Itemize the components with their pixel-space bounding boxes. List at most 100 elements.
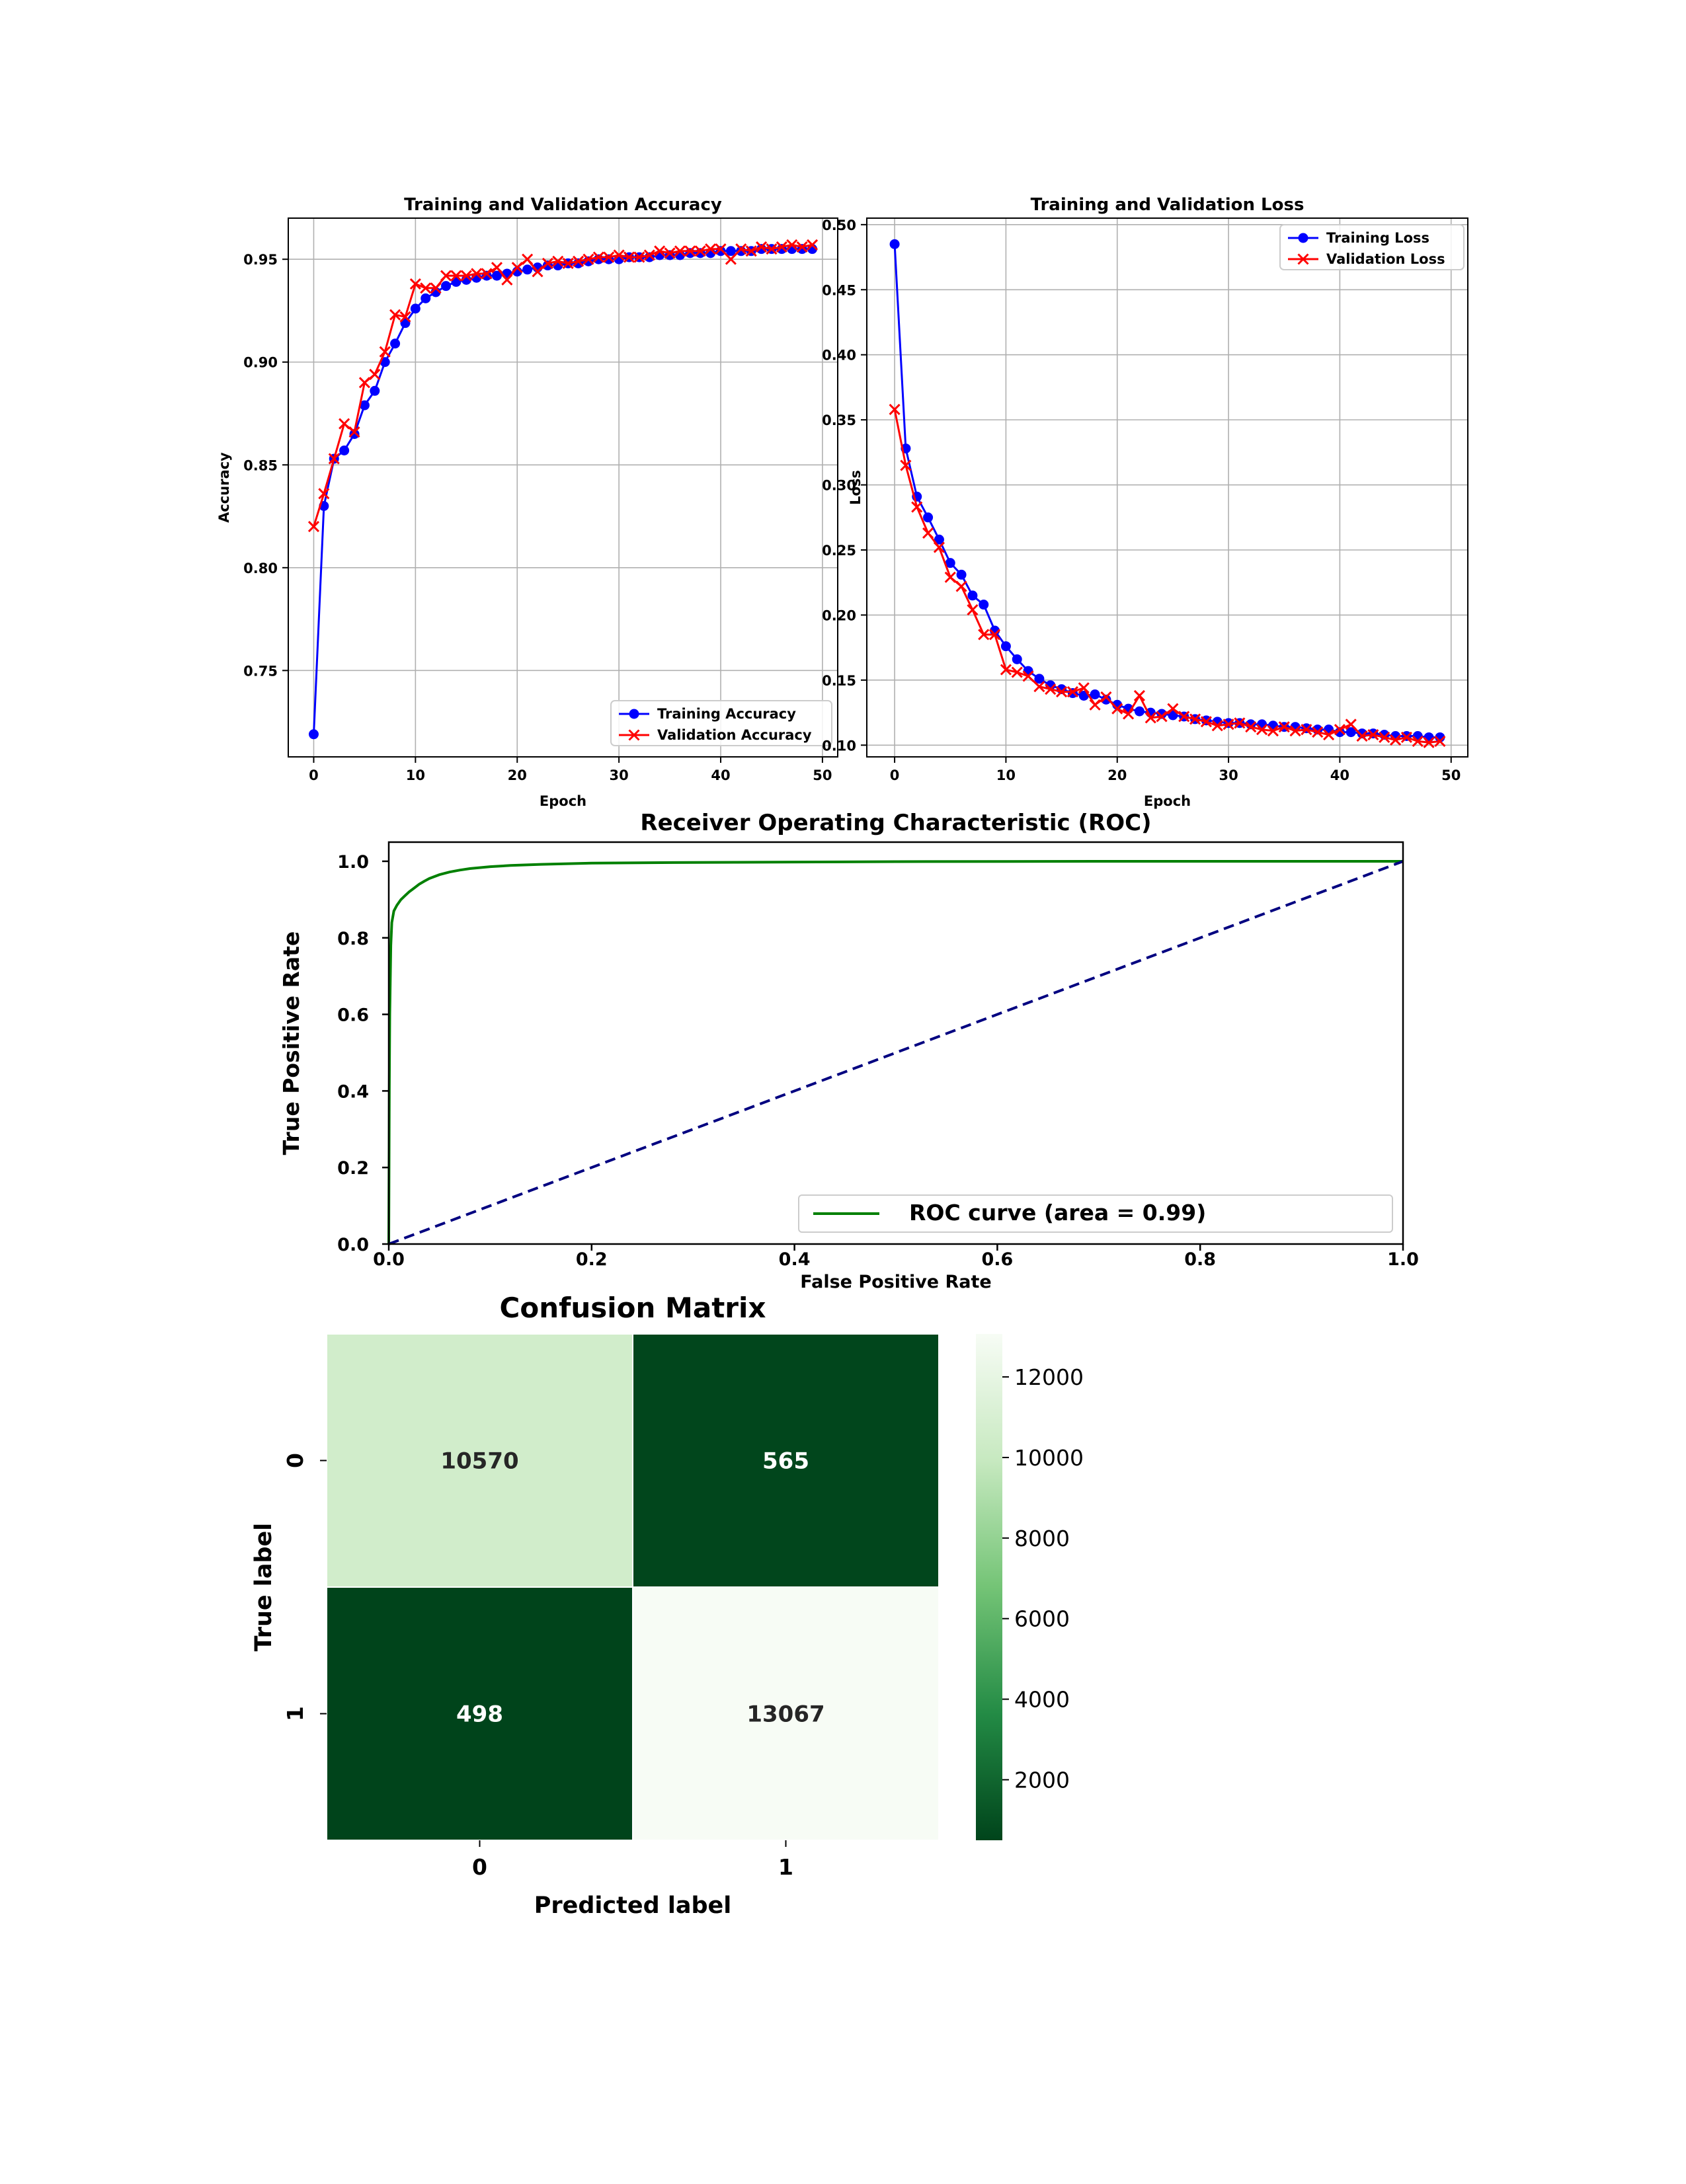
data-point <box>420 282 432 294</box>
data-point <box>654 245 666 257</box>
data-point <box>318 488 330 500</box>
data-point <box>1000 664 1012 676</box>
x-tick-label: 20 <box>508 767 527 783</box>
legend-label: Validation Accuracy <box>657 727 812 743</box>
data-point <box>684 245 696 257</box>
data-point <box>501 274 513 286</box>
x-tick-label: 10 <box>996 767 1016 783</box>
x-tick-label: 20 <box>1107 767 1127 783</box>
x-tick-label: 10 <box>406 767 425 783</box>
data-point <box>348 426 360 438</box>
data-point <box>430 282 442 294</box>
data-point <box>1134 706 1144 717</box>
data-point <box>1133 689 1145 702</box>
data-point <box>409 278 421 290</box>
data-point <box>694 245 706 257</box>
chart-3 <box>382 841 1404 1251</box>
data-point <box>1056 686 1068 698</box>
x-axis-label: Epoch <box>540 793 586 809</box>
data-point <box>491 270 502 281</box>
data-point <box>481 268 493 280</box>
data-point <box>978 629 990 641</box>
data-point <box>308 729 319 740</box>
data-point <box>1200 716 1212 728</box>
data-point <box>1379 731 1390 744</box>
series-line-2 <box>313 243 813 527</box>
data-point <box>1256 724 1268 736</box>
data-point <box>1423 736 1435 748</box>
y-tick-label: 0.4 <box>337 1081 369 1102</box>
data-point <box>900 459 912 471</box>
data-point <box>491 262 503 274</box>
data-point <box>1267 725 1279 737</box>
data-point <box>806 239 819 251</box>
chart-title: Training and Validation Loss <box>1031 195 1305 215</box>
data-point <box>725 246 736 256</box>
data-point <box>390 338 401 349</box>
x-tick-label: 50 <box>1441 767 1461 783</box>
x-axis-label: Epoch <box>1144 793 1191 809</box>
data-point <box>1345 727 1356 738</box>
y-tick-label: 0.15 <box>822 673 856 689</box>
data-point <box>1178 711 1190 722</box>
data-point <box>1400 731 1412 744</box>
y-tick-label: 0.10 <box>822 738 856 754</box>
data-point <box>339 418 350 430</box>
x-tick-label: 0 <box>309 767 319 783</box>
legend-box <box>1279 224 1465 270</box>
y-tick-label: 0.90 <box>243 355 278 371</box>
data-point <box>603 251 615 263</box>
data-point <box>1189 713 1201 725</box>
chart-1 <box>282 217 838 763</box>
legend-label: Validation Loss <box>1326 251 1445 267</box>
data-point <box>421 293 431 303</box>
data-point <box>370 385 380 396</box>
x-axis-label: False Positive Rate <box>800 1272 992 1292</box>
series-line-1 <box>893 244 1440 738</box>
x-tick-label: 30 <box>610 767 629 783</box>
data-point <box>967 590 978 601</box>
data-point <box>715 246 726 256</box>
data-point <box>643 249 655 261</box>
data-point <box>715 243 727 255</box>
y-tick-label: 0.50 <box>822 217 856 233</box>
colorbar-tick-label: 8000 <box>1014 1526 1070 1551</box>
data-point <box>956 569 967 580</box>
data-point <box>1434 735 1446 747</box>
x-tick-label: 0 <box>472 1854 487 1880</box>
data-point <box>379 346 391 358</box>
roc-curve <box>387 860 1403 1245</box>
y-tick-label: 0.20 <box>822 607 856 623</box>
data-point <box>1312 726 1324 738</box>
heatmap-cell <box>632 1586 940 1841</box>
data-point <box>522 253 534 265</box>
data-point <box>1301 724 1312 736</box>
data-point <box>989 629 1001 641</box>
data-point <box>705 243 717 255</box>
colorbar-tick-label: 2000 <box>1014 1767 1070 1793</box>
x-axis-label: Predicted label <box>534 1892 732 1919</box>
data-point <box>1100 691 1112 703</box>
data-point <box>922 527 934 539</box>
data-point <box>450 270 462 282</box>
data-point <box>1424 732 1434 742</box>
data-point <box>399 311 411 323</box>
data-point <box>339 446 350 456</box>
chart-title: Training and Validation Accuracy <box>404 195 722 215</box>
data-point <box>389 309 401 321</box>
y-tick-label: 0 <box>282 1453 308 1468</box>
data-point <box>1000 641 1011 652</box>
chart-title: Receiver Operating Characteristic (ROC) <box>640 810 1151 836</box>
data-point <box>1090 689 1100 700</box>
data-point <box>359 400 370 410</box>
data-point <box>349 429 360 440</box>
legend-marker <box>628 729 640 741</box>
data-point <box>1345 719 1357 730</box>
cell-value-label: 13067 <box>746 1701 824 1728</box>
y-tick-label: 0.0 <box>337 1235 369 1255</box>
data-point <box>1334 724 1345 736</box>
legend-box <box>610 700 832 746</box>
chart-2 <box>861 217 1468 763</box>
data-point <box>623 251 635 263</box>
series-line-2 <box>893 409 1441 744</box>
